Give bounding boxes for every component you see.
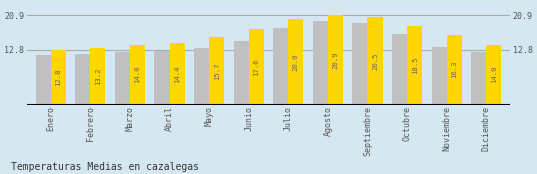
Bar — [170, 43, 185, 105]
Text: 20.5: 20.5 — [372, 52, 378, 69]
Text: 14.4: 14.4 — [174, 65, 180, 82]
Bar — [50, 50, 66, 105]
Bar — [90, 48, 105, 105]
Text: 14.0: 14.0 — [491, 66, 497, 83]
Bar — [407, 26, 422, 105]
Bar — [155, 51, 170, 105]
Bar — [367, 17, 382, 105]
Bar — [471, 52, 487, 105]
Bar — [447, 35, 462, 105]
Bar — [328, 15, 343, 105]
Text: 13.2: 13.2 — [95, 68, 101, 85]
Text: Temperaturas Medias en cazalegas: Temperaturas Medias en cazalegas — [11, 162, 199, 172]
Text: 18.5: 18.5 — [412, 56, 418, 74]
Bar — [234, 41, 249, 105]
Bar — [194, 48, 209, 105]
Bar — [288, 19, 303, 105]
Bar — [115, 52, 130, 105]
Text: 20.9: 20.9 — [332, 51, 338, 69]
Bar — [249, 29, 264, 105]
Bar — [273, 28, 288, 105]
Bar — [130, 45, 145, 105]
Bar — [75, 54, 90, 105]
Text: 12.8: 12.8 — [55, 68, 61, 86]
Bar — [313, 21, 328, 105]
Bar — [487, 45, 502, 105]
Text: 17.6: 17.6 — [253, 58, 259, 76]
Bar — [432, 47, 447, 105]
Text: 15.7: 15.7 — [214, 62, 220, 80]
Bar — [35, 55, 50, 105]
Bar — [209, 37, 224, 105]
Text: 16.3: 16.3 — [451, 61, 457, 78]
Text: 14.0: 14.0 — [134, 66, 141, 83]
Bar — [392, 34, 407, 105]
Text: 20.0: 20.0 — [293, 53, 299, 71]
Bar — [352, 23, 367, 105]
